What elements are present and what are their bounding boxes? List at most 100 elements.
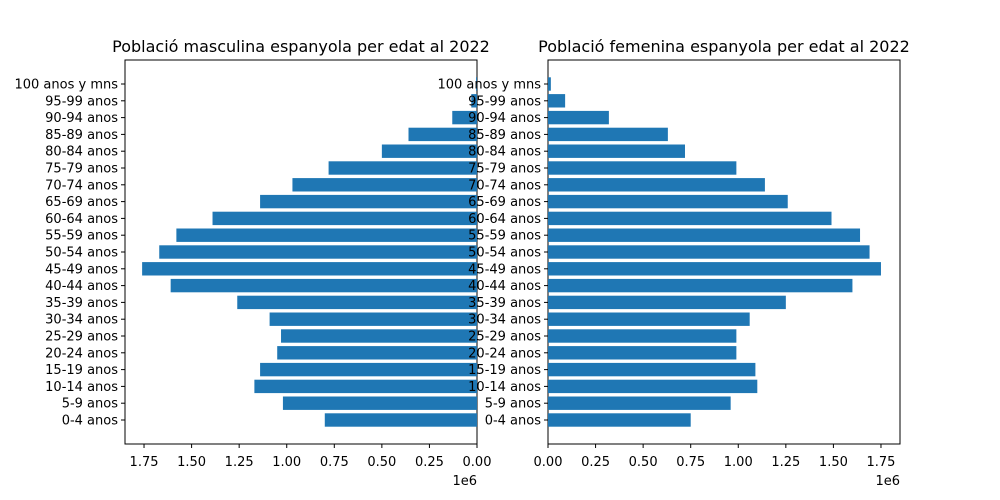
y-tick-label: 85-89 anos (468, 128, 541, 143)
y-tick-label: 80-84 anos (45, 145, 118, 160)
y-tick-label: 85-89 anos (45, 128, 118, 143)
bar (548, 362, 756, 377)
x-tick-label: 0.00 (534, 455, 563, 470)
bar (548, 228, 861, 242)
bar (548, 379, 758, 394)
bar (471, 94, 477, 108)
y-tick-label: 65-69 anos (45, 195, 118, 210)
y-tick-label: 10-14 anos (45, 380, 118, 395)
x-tick-label: 1.75 (130, 455, 159, 470)
bar (548, 413, 691, 427)
y-tick-label: 80-84 anos (468, 145, 541, 160)
y-tick-label: 10-14 anos (468, 380, 541, 395)
bar (408, 127, 477, 142)
bar (176, 228, 477, 242)
bar (548, 346, 737, 360)
y-tick-label: 100 anos y mns (14, 78, 118, 93)
bar (548, 312, 750, 326)
bar (282, 396, 477, 410)
y-tick-label: 30-34 anos (468, 313, 541, 328)
bar (548, 262, 881, 276)
y-tick-label: 5-9 anos (62, 397, 119, 412)
y-tick-label: 15-19 anos (45, 363, 118, 378)
y-tick-label: 0-4 anos (62, 414, 119, 429)
y-tick-label: 25-29 anos (45, 330, 118, 345)
x-tick-label: 0.50 (629, 455, 658, 470)
y-tick-label: 70-74 anos (45, 178, 118, 193)
y-tick-label: 30-34 anos (45, 313, 118, 328)
bar (548, 245, 870, 259)
x-tick-label: 0.50 (367, 455, 396, 470)
x-tick-label: 1.50 (819, 455, 848, 470)
male-population-chart: Població masculina espanyola per edat al… (14, 37, 491, 489)
y-tick-label: 75-79 anos (468, 162, 541, 177)
bar (452, 110, 477, 125)
y-tick-label: 65-69 anos (468, 195, 541, 210)
bar (548, 295, 786, 310)
bar (324, 413, 477, 427)
bar (548, 110, 609, 125)
x-tick-label: 1.25 (771, 455, 800, 470)
x-tick-label: 0.25 (581, 455, 610, 470)
bar (548, 127, 668, 142)
bar (328, 161, 477, 175)
y-tick-label: 15-19 anos (468, 363, 541, 378)
x-tick-label: 0.00 (463, 455, 492, 470)
bar (292, 178, 477, 192)
y-tick-label: 20-24 anos (468, 346, 541, 361)
y-tick-label: 50-54 anos (468, 246, 541, 261)
x-tick-label: 1.50 (177, 455, 206, 470)
bar (260, 362, 477, 377)
x-tick-label: 0.75 (676, 455, 705, 470)
y-tick-label: 70-74 anos (468, 178, 541, 193)
bar (212, 211, 477, 226)
bar (237, 295, 477, 310)
y-tick-label: 45-49 anos (468, 262, 541, 277)
x-tick-label: 0.25 (415, 455, 444, 470)
y-tick-label: 95-99 anos (45, 94, 118, 109)
bar (548, 396, 731, 410)
y-tick-label: 100 anos y mns (437, 78, 541, 93)
bar (254, 379, 477, 394)
bar (548, 94, 566, 108)
bar (170, 278, 478, 293)
y-tick-label: 45-49 anos (45, 262, 118, 277)
x-offset-label: 1e6 (875, 474, 900, 489)
bar (159, 245, 477, 259)
y-tick-label: 40-44 anos (468, 279, 541, 294)
y-tick-label: 60-64 anos (45, 212, 118, 227)
y-tick-label: 25-29 anos (468, 330, 541, 345)
bar (548, 211, 832, 226)
y-tick-label: 90-94 anos (468, 111, 541, 126)
bar (260, 194, 477, 209)
x-tick-label: 1.25 (225, 455, 254, 470)
bar (281, 329, 477, 343)
y-tick-label: 35-39 anos (45, 296, 118, 311)
y-tick-label: 50-54 anos (45, 246, 118, 261)
y-tick-label: 55-59 anos (45, 229, 118, 244)
y-tick-label: 95-99 anos (468, 94, 541, 109)
bar (269, 312, 477, 326)
bar (548, 178, 765, 192)
y-tick-label: 55-59 anos (468, 229, 541, 244)
bar (476, 77, 477, 91)
chart-title: Població femenina espanyola per edat al … (538, 37, 910, 56)
bar (548, 161, 737, 175)
x-tick-label: 1.00 (272, 455, 301, 470)
chart-title: Població masculina espanyola per edat al… (112, 37, 490, 56)
x-tick-label: 0.75 (320, 455, 349, 470)
bar (548, 278, 853, 293)
y-tick-label: 20-24 anos (45, 346, 118, 361)
bar (277, 346, 477, 360)
bar (548, 77, 551, 91)
x-offset-label: 1e6 (452, 474, 477, 489)
y-tick-label: 35-39 anos (468, 296, 541, 311)
y-tick-label: 75-79 anos (45, 162, 118, 177)
bar (142, 262, 477, 276)
bar (548, 144, 685, 158)
y-tick-label: 40-44 anos (45, 279, 118, 294)
y-tick-label: 60-64 anos (468, 212, 541, 227)
bar (381, 144, 477, 158)
y-tick-label: 5-9 anos (485, 397, 542, 412)
